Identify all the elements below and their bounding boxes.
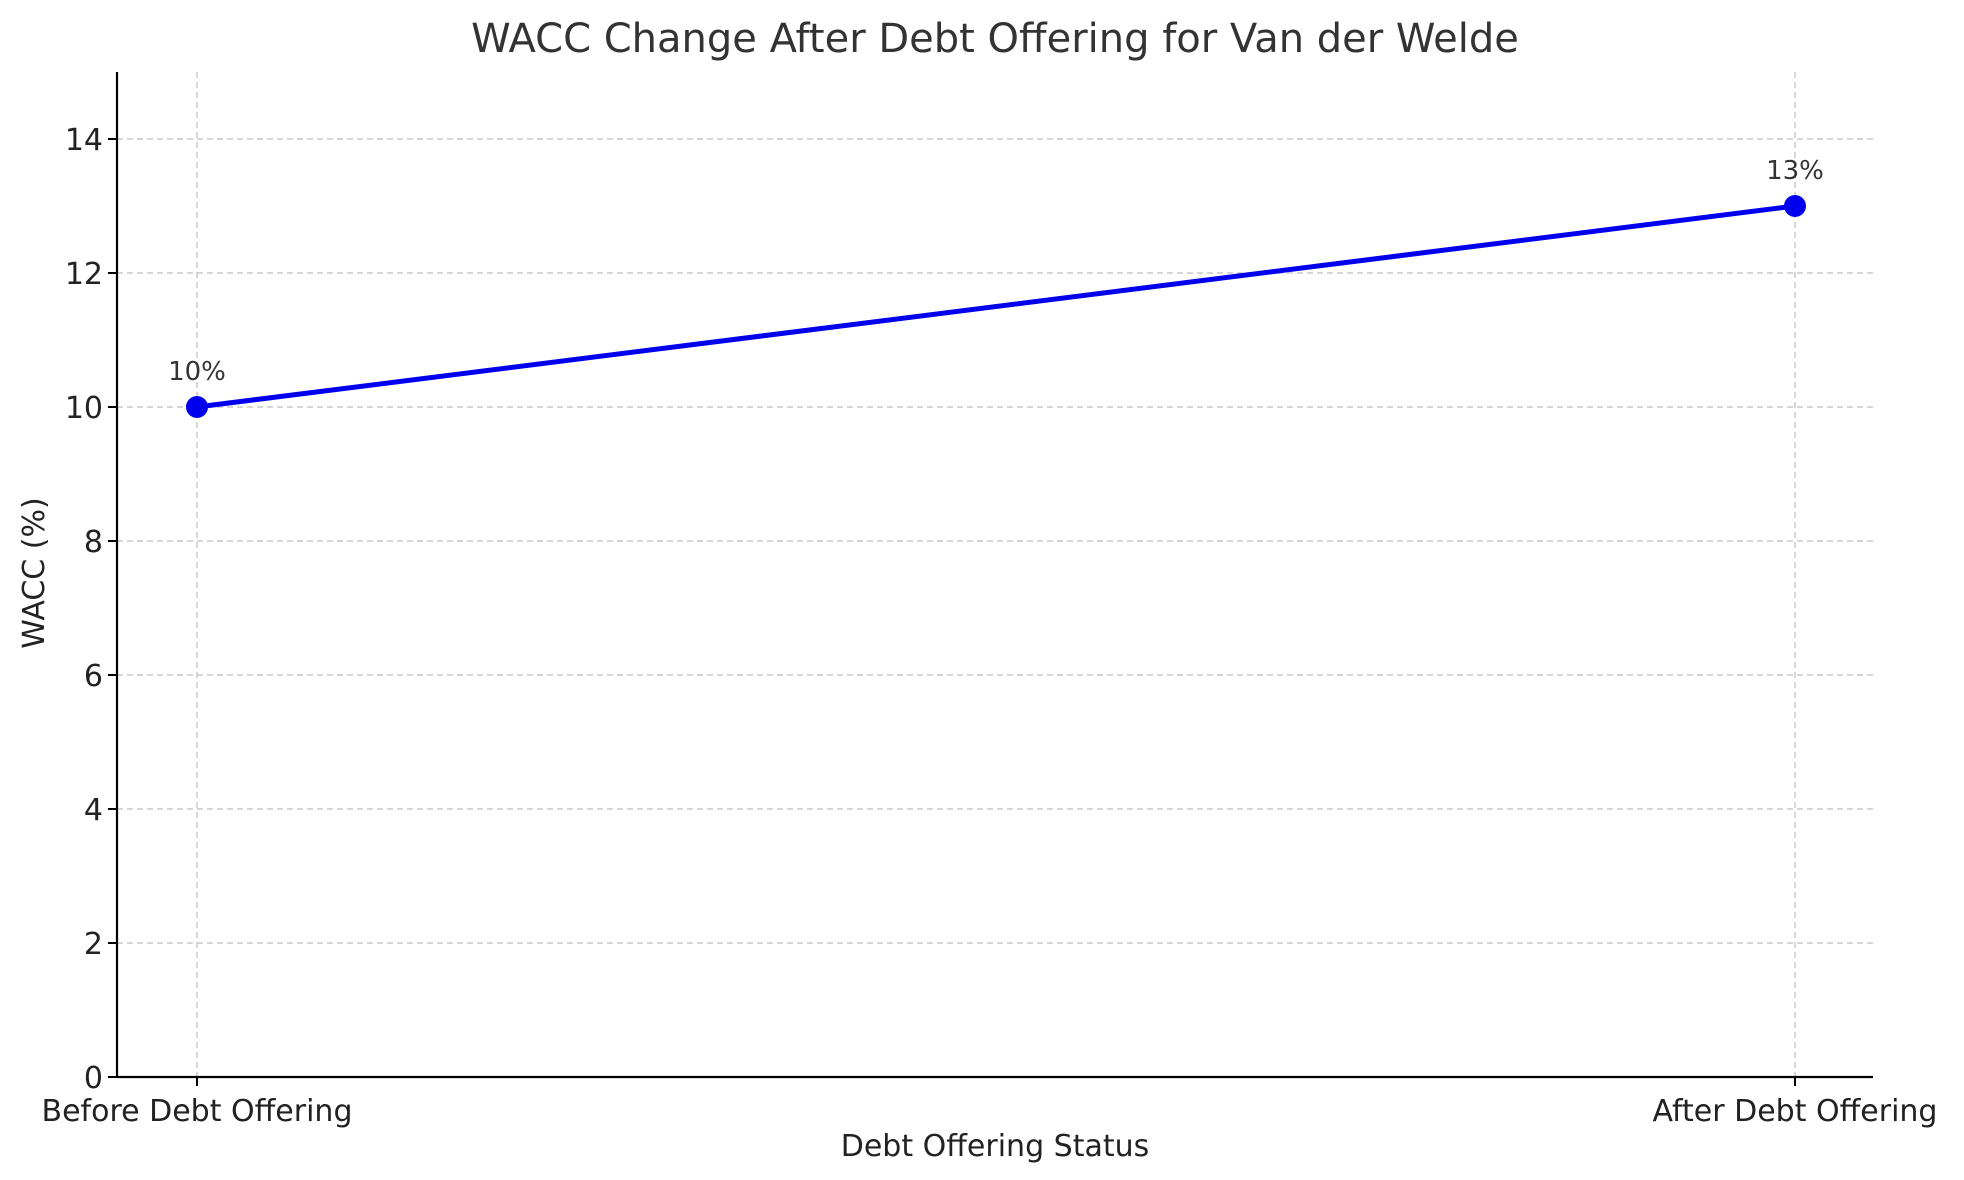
axes: 0 2 4 6 8 10 12 14 Before Debt Offering After Deb… xyxy=(42,72,1938,1129)
y-tick-label: 12 xyxy=(65,257,103,292)
data-point xyxy=(186,396,208,418)
data-point xyxy=(1784,195,1806,217)
x-axis-label: Debt Offering Status xyxy=(841,1129,1150,1164)
y-tick-label: 10 xyxy=(65,391,103,426)
y-tick-label: 4 xyxy=(84,793,103,828)
series-line xyxy=(196,203,1796,410)
x-tick-label: Before Debt Offering xyxy=(42,1094,353,1129)
series xyxy=(186,195,1806,418)
y-axis-label: WACC (%) xyxy=(17,497,52,648)
y-tick-label: 8 xyxy=(84,525,103,560)
data-label: 13% xyxy=(1766,156,1824,186)
y-tick-label: 2 xyxy=(84,927,103,962)
grid-lines xyxy=(117,72,1873,1077)
y-tick-label: 14 xyxy=(65,123,103,158)
chart-title: WACC Change After Debt Offering for Van … xyxy=(471,16,1519,62)
data-labels: 10% 13% xyxy=(168,156,1824,387)
y-tick-label: 6 xyxy=(84,659,103,694)
data-label: 10% xyxy=(168,357,226,387)
x-tick-label: After Debt Offering xyxy=(1653,1094,1938,1129)
y-tick-label: 0 xyxy=(84,1061,103,1096)
